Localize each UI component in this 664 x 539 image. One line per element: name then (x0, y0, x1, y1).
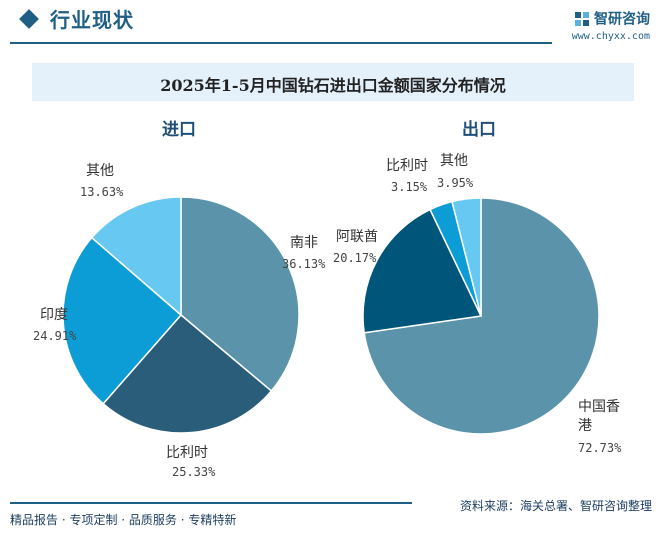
pie-1-label-1: 阿联酋 (336, 228, 378, 245)
import-pie-title: 进口 (162, 120, 196, 140)
pie-0-label-1: 比利时 (166, 445, 208, 461)
header-divider (10, 42, 552, 44)
pie-0-slice-2 (62, 236, 183, 405)
pie-0-label-3: 其他 (86, 163, 114, 179)
pie-1-slice-3 (451, 197, 482, 317)
pie-1-value-1: 20.17% (333, 251, 377, 265)
pie-0-value-0: 36.13% (282, 257, 326, 271)
pie-0-label-0: 南非 (290, 235, 318, 251)
pie-1-value-2: 3.15% (391, 180, 428, 194)
pie-0-slice-3 (90, 196, 182, 317)
pie-0-slice-0 (180, 196, 300, 393)
footer-tagline: 精品报告 · 专项定制 · 品质服务 · 专精特新 (10, 513, 237, 527)
pie-0-label-2: 印度 (40, 307, 68, 323)
export-pie-title: 出口 (462, 120, 496, 140)
logo-icon (575, 11, 589, 26)
chart-title: 2025年1-5月中国钻石进出口金额国家分布情况 (160, 76, 506, 95)
section-title: 行业现状 (50, 8, 134, 32)
logo: 智研咨询 www.chyxx.com (572, 8, 650, 42)
header: 行业现状 智研咨询 www.chyxx.com (0, 0, 664, 48)
pie-0-slice-1 (102, 313, 273, 434)
footer-divider (10, 502, 412, 504)
chart-title-band: 2025年1-5月中国钻石进出口金额国家分布情况 (32, 63, 634, 101)
pie-1-label-0: 中国香港 (578, 399, 620, 434)
pie-0-value-3: 13.63% (80, 185, 124, 199)
pie-0-value-2: 24.91% (33, 329, 77, 343)
pie-1-label-3: 其他 (440, 153, 468, 169)
pie-1-label-2: 比利时 (386, 158, 428, 174)
data-source: 资料来源：海关总署、智研咨询整理 (459, 499, 652, 513)
pie-1-value-0: 72.73% (578, 441, 622, 455)
logo-name: 智研咨询 (594, 11, 650, 28)
logo-url: www.chyxx.com (571, 30, 650, 42)
pie-0-value-1: 25.33% (172, 465, 216, 479)
pie-1-value-3: 3.95% (437, 176, 474, 190)
pie-1-slice-1 (362, 208, 483, 334)
